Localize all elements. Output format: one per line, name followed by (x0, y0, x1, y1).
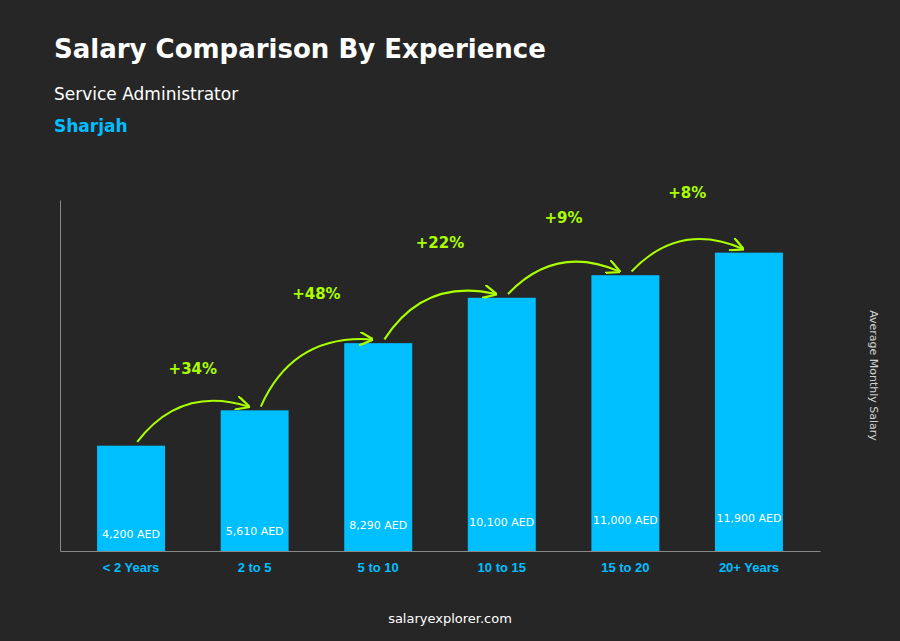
bars (97, 253, 783, 551)
x-tick: 15 to 20 (601, 551, 649, 575)
watermark: salaryexplorer.com (388, 611, 512, 626)
bar (468, 298, 536, 551)
bar (344, 343, 412, 551)
data-label: 5,610 AED (226, 525, 284, 538)
x-tick-label: < 2 Years (103, 560, 160, 575)
data-labels: 4,200 AED 5,610 AED 8,290 AED 10,100 AED 11,… (102, 512, 781, 540)
annotations: +34% +48% +22% +9% +8% (137, 184, 743, 442)
annotation: +22% (416, 234, 464, 252)
location: Sharjah (54, 116, 128, 136)
annotation: +9% (545, 209, 583, 227)
change-arrow (261, 339, 372, 407)
x-tick-label: 10 to 15 (478, 560, 526, 575)
data-label: 10,100 AED (469, 516, 534, 529)
bar (591, 275, 659, 551)
x-axis: < 2 Years 2 to 5 5 to 10 10 to 15 15 to 20 20… (61, 551, 821, 575)
x-tick: 5 to 10 (358, 551, 399, 575)
x-tick-label: 2 to 5 (238, 560, 272, 575)
change-arrow (384, 291, 495, 340)
annotation: +34% (169, 360, 217, 378)
annotation: +8% (668, 184, 706, 202)
bar (715, 253, 783, 551)
x-tick: 20+ Years (719, 551, 779, 575)
y-axis (60, 201, 61, 552)
x-tick: 2 to 5 (238, 551, 272, 575)
x-tick-label: 5 to 10 (358, 560, 399, 575)
change-arrow (137, 401, 248, 442)
change-arrow (632, 239, 743, 271)
y-axis-line (60, 201, 61, 552)
y-axis-title: Average Monthly Salary (867, 310, 880, 441)
background (0, 0, 900, 641)
chart: < 2 Years 2 to 5 5 to 10 10 to 15 15 to 20 20… (0, 0, 900, 641)
title: Salary Comparison By Experience (54, 34, 546, 64)
data-label: 11,900 AED (716, 512, 781, 525)
bar (221, 410, 289, 551)
data-label: 11,000 AED (593, 514, 658, 527)
x-tick-label: 15 to 20 (601, 560, 649, 575)
bar (97, 446, 165, 551)
change-arrow (508, 262, 619, 294)
data-label: 8,290 AED (349, 519, 407, 532)
data-label: 4,200 AED (102, 528, 160, 541)
x-tick: < 2 Years (103, 551, 160, 575)
annotation: +48% (292, 285, 340, 303)
x-tick: 10 to 15 (478, 551, 526, 575)
subtitle: Service Administrator (54, 84, 238, 104)
x-axis-line (61, 551, 821, 552)
plot: < 2 Years 2 to 5 5 to 10 10 to 15 15 to 20 20… (61, 184, 821, 575)
x-tick-label: 20+ Years (719, 560, 779, 575)
